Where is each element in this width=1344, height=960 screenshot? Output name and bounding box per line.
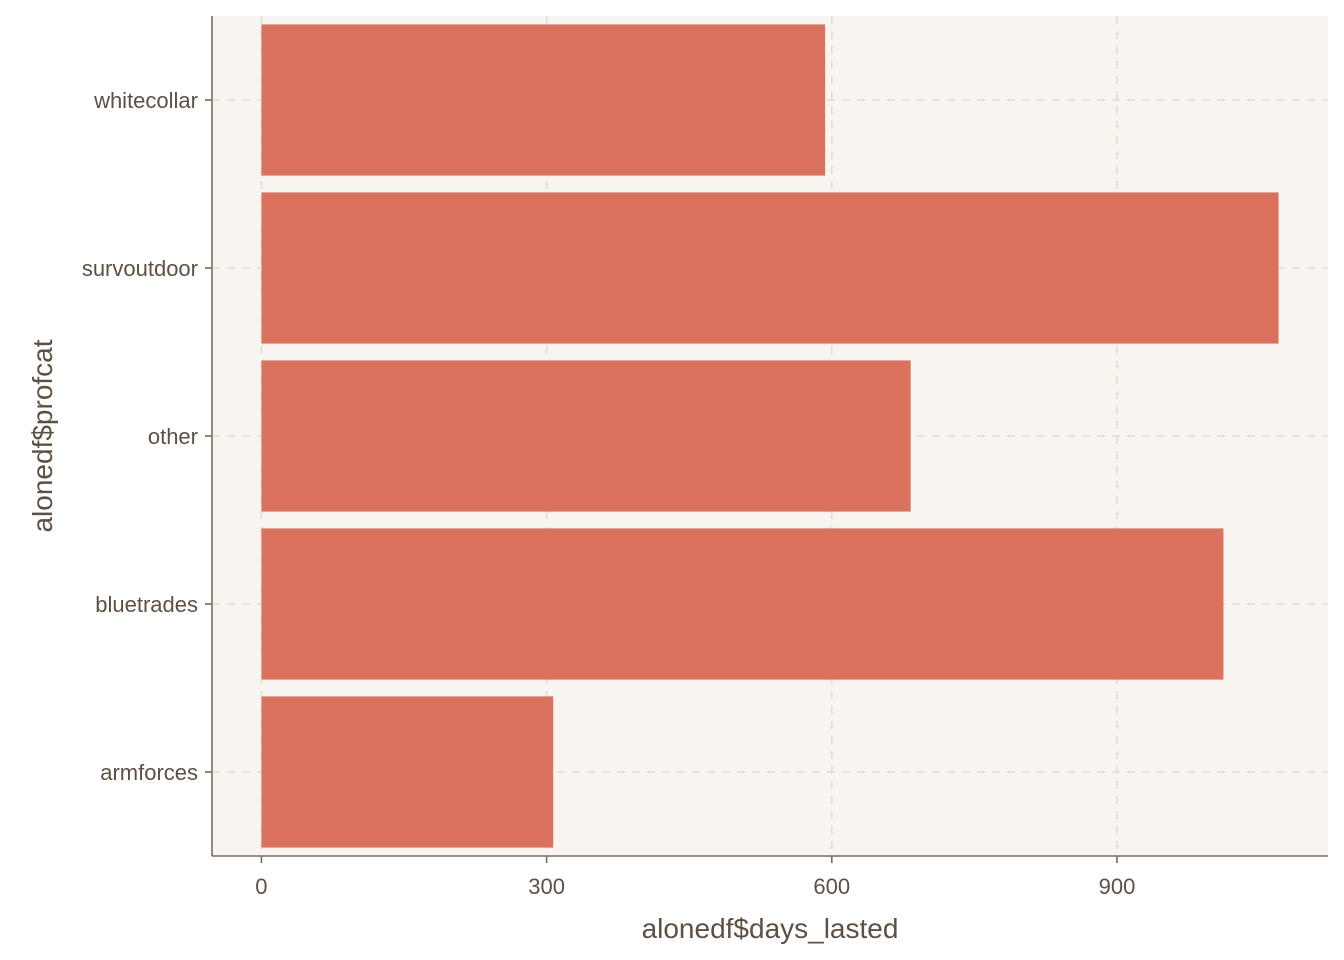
y-axis-title: alonedf$profcat (27, 339, 58, 532)
x-tick-label: 600 (813, 874, 850, 899)
x-axis-title: alonedf$days_lasted (642, 913, 899, 944)
x-tick-label: 300 (528, 874, 565, 899)
y-tick-label: other (148, 424, 198, 449)
y-tick-label: whitecollar (93, 88, 198, 113)
x-tick-label: 900 (1099, 874, 1136, 899)
axes: 0 300 600 900 armforces bluetrades other survou… (82, 16, 1328, 899)
bar-other (261, 360, 911, 512)
bar-bluetrades (261, 528, 1224, 680)
bar-survoutdoor (261, 192, 1279, 344)
bar-whitecollar (261, 24, 826, 176)
y-tick-label: survoutdoor (82, 256, 198, 281)
bar-armforces (261, 696, 554, 848)
x-tick-label: 0 (255, 874, 267, 899)
y-tick-label: armforces (100, 760, 198, 785)
bars (261, 24, 1279, 848)
y-tick-label: bluetrades (95, 592, 198, 617)
